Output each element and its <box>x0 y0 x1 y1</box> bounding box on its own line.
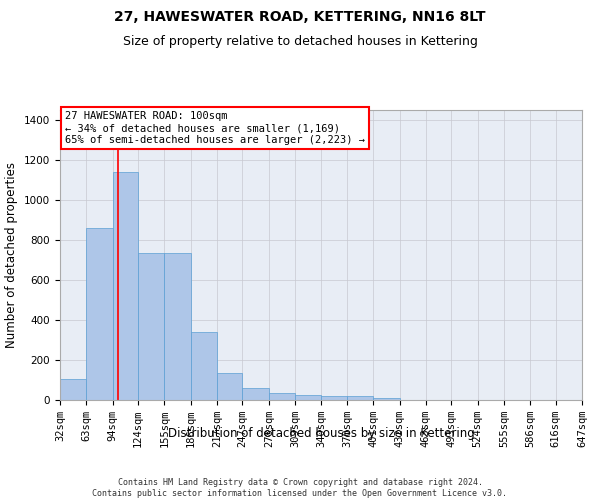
Bar <box>322 396 347 400</box>
Y-axis label: Number of detached properties: Number of detached properties <box>5 162 19 348</box>
Text: 27 HAWESWATER ROAD: 100sqm
← 34% of detached houses are smaller (1,169)
65% of s: 27 HAWESWATER ROAD: 100sqm ← 34% of deta… <box>65 112 365 144</box>
Bar <box>373 398 400 400</box>
Bar <box>242 388 269 400</box>
Text: Distribution of detached houses by size in Kettering: Distribution of detached houses by size … <box>167 428 475 440</box>
Text: Size of property relative to detached houses in Kettering: Size of property relative to detached ho… <box>122 35 478 48</box>
Text: 27, HAWESWATER ROAD, KETTERING, NN16 8LT: 27, HAWESWATER ROAD, KETTERING, NN16 8LT <box>114 10 486 24</box>
Text: Contains HM Land Registry data © Crown copyright and database right 2024.
Contai: Contains HM Land Registry data © Crown c… <box>92 478 508 498</box>
Bar <box>269 394 295 400</box>
Bar <box>347 396 373 400</box>
Bar <box>295 395 322 400</box>
Bar <box>138 254 164 400</box>
Bar <box>113 172 138 400</box>
Bar <box>164 254 191 400</box>
Bar <box>191 332 217 400</box>
Bar <box>60 380 86 400</box>
Bar <box>86 228 113 400</box>
Bar <box>217 372 242 400</box>
